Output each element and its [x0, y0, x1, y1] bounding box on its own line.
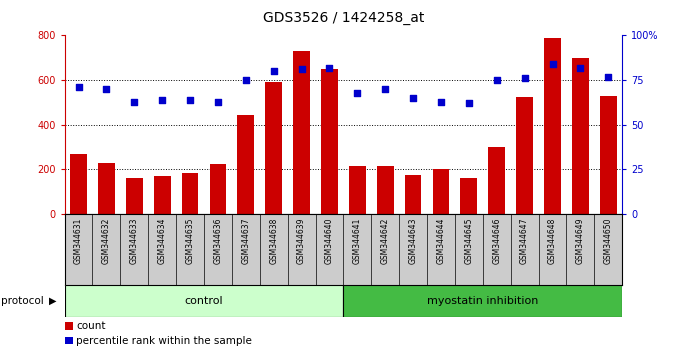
Point — [296, 67, 307, 72]
Bar — [126, 178, 143, 214]
Text: GSM344642: GSM344642 — [381, 218, 390, 264]
Bar — [293, 51, 310, 214]
Bar — [265, 82, 282, 214]
Bar — [209, 164, 226, 214]
Bar — [600, 96, 617, 214]
Point — [379, 86, 390, 92]
Text: protocol: protocol — [1, 296, 44, 306]
Text: GSM344640: GSM344640 — [325, 218, 334, 264]
Bar — [98, 163, 115, 214]
Text: GSM344639: GSM344639 — [297, 218, 306, 264]
Bar — [65, 285, 343, 317]
Point — [520, 75, 530, 81]
Bar — [182, 173, 199, 214]
Text: GSM344635: GSM344635 — [186, 218, 194, 264]
Point — [352, 90, 363, 96]
Bar — [377, 166, 394, 214]
Text: GSM344645: GSM344645 — [464, 218, 473, 264]
Text: GSM344632: GSM344632 — [102, 218, 111, 264]
Point — [129, 99, 140, 104]
Point — [324, 65, 335, 70]
Bar — [516, 97, 533, 214]
Point — [547, 61, 558, 67]
Bar — [405, 175, 422, 214]
Text: myostatin inhibition: myostatin inhibition — [427, 296, 539, 306]
Point — [491, 77, 502, 83]
Point — [212, 99, 223, 104]
Point — [464, 101, 475, 106]
Bar — [349, 166, 366, 214]
Bar — [70, 154, 87, 214]
Point — [73, 84, 84, 90]
Bar — [544, 38, 561, 214]
Text: GSM344631: GSM344631 — [74, 218, 83, 264]
Text: GSM344638: GSM344638 — [269, 218, 278, 264]
Text: GSM344644: GSM344644 — [437, 218, 445, 264]
Text: count: count — [76, 321, 105, 331]
Text: ▶: ▶ — [49, 296, 56, 306]
Point — [241, 77, 252, 83]
Bar — [432, 170, 449, 214]
Text: GSM344649: GSM344649 — [576, 218, 585, 264]
Point — [435, 99, 446, 104]
Bar — [572, 58, 589, 214]
Bar — [488, 147, 505, 214]
Text: GSM344643: GSM344643 — [409, 218, 418, 264]
Bar — [154, 176, 171, 214]
Text: GDS3526 / 1424258_at: GDS3526 / 1424258_at — [262, 11, 424, 25]
Point — [101, 86, 112, 92]
Point — [269, 68, 279, 74]
Text: GSM344637: GSM344637 — [241, 218, 250, 264]
Bar — [460, 178, 477, 214]
Point — [575, 65, 586, 70]
Bar — [343, 285, 622, 317]
Text: GSM344633: GSM344633 — [130, 218, 139, 264]
Text: GSM344641: GSM344641 — [353, 218, 362, 264]
Point — [602, 74, 613, 79]
Text: percentile rank within the sample: percentile rank within the sample — [76, 336, 252, 346]
Point — [156, 97, 168, 103]
Text: GSM344647: GSM344647 — [520, 218, 529, 264]
Point — [185, 97, 196, 103]
Point — [408, 95, 419, 101]
Text: GSM344648: GSM344648 — [548, 218, 557, 264]
Text: GSM344650: GSM344650 — [604, 218, 613, 264]
Bar — [321, 69, 338, 214]
Text: GSM344634: GSM344634 — [158, 218, 167, 264]
Bar — [237, 115, 254, 214]
Text: GSM344646: GSM344646 — [492, 218, 501, 264]
Text: GSM344636: GSM344636 — [214, 218, 222, 264]
Text: control: control — [185, 296, 223, 306]
